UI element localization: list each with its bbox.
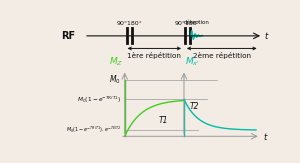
Text: $t$: $t$ [263,131,268,142]
Text: $M_Z$: $M_Z$ [109,55,124,68]
Text: 1ère répétition: 1ère répétition [128,52,181,59]
Text: $M_{x'}$: $M_{x'}$ [185,55,200,68]
Text: $M_0(1-e^{-TR/T1})$: $M_0(1-e^{-TR/T1})$ [77,94,121,104]
Text: T1: T1 [159,116,168,125]
Text: T2: T2 [190,102,199,111]
Text: $M_0(1-e^{-TR/T1}).e^{-TE/T2}$: $M_0(1-e^{-TR/T1}).e^{-TE/T2}$ [66,125,121,135]
Text: 90°180°: 90°180° [175,21,200,26]
Text: RF: RF [61,31,75,41]
Text: détection: détection [184,20,210,25]
Text: 90°180°: 90°180° [116,21,142,26]
Text: $M_0$: $M_0$ [110,74,121,86]
Text: 2ème répétition: 2ème répétition [193,52,251,59]
Text: $t$: $t$ [264,30,270,41]
